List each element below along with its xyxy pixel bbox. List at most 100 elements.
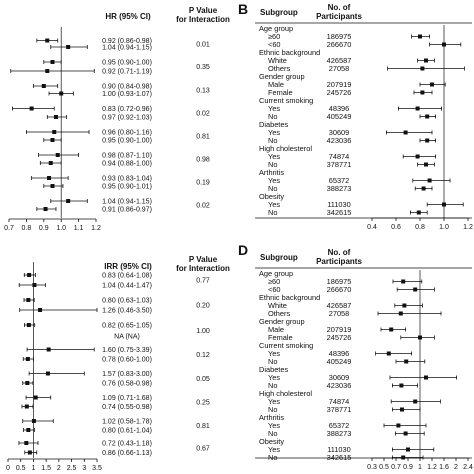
participants-column-header: No. of: [328, 3, 351, 12]
point-estimate: [396, 423, 401, 428]
subgroup-name: Diabetes: [259, 365, 288, 374]
panel-letter: B: [238, 1, 248, 17]
subgroup-name: Current smoking: [259, 96, 313, 105]
point-estimate: [425, 138, 430, 143]
x-tick-label: 2: [57, 465, 61, 472]
point-estimate: [52, 130, 57, 134]
point-estimate: [53, 115, 58, 119]
point-estimate: [418, 34, 422, 39]
point-estimate: [415, 106, 420, 111]
subgroup-level: No: [268, 112, 277, 121]
x-tick-label: 0.9: [403, 464, 413, 471]
point-estimate: [45, 371, 50, 376]
participants-count: 48396: [329, 349, 350, 358]
pvalue-column-header: P Value: [189, 6, 218, 15]
pvalue-label: 0.02: [196, 110, 210, 117]
pvalue-column-header: for Interaction: [176, 15, 230, 24]
subgroup-level: No: [268, 160, 277, 169]
effect-estimate-label: 0.98 (0.87-1.10): [102, 153, 152, 160]
x-tick-label: 0.8: [415, 224, 425, 231]
point-estimate: [66, 199, 71, 203]
x-tick-label: 3.5: [92, 465, 102, 472]
participants-column-header: Participants: [316, 12, 362, 21]
effect-estimate-label: 0.72 (0.43-1.18): [102, 441, 152, 448]
pvalue-label: 0.81: [196, 423, 210, 430]
subgroup-column-header: Subgroup: [260, 253, 298, 262]
participants-count: 245726: [327, 333, 352, 342]
x-tick-label: 1.1: [74, 225, 84, 232]
x-tick-label: 1.5: [41, 465, 51, 472]
effect-estimate-label: 1.26 (0.46-3.50): [102, 308, 152, 315]
participants-count: 30609: [329, 373, 350, 382]
participants-count: 388273: [327, 184, 352, 193]
point-estimate: [25, 357, 30, 361]
point-estimate: [424, 375, 428, 380]
participants-count: 74874: [329, 152, 350, 161]
point-estimate: [26, 428, 31, 432]
subgroup-level: No: [268, 208, 277, 217]
x-tick-label: 1.2: [91, 225, 101, 232]
pvalue-label: 0.20: [196, 303, 210, 310]
point-estimate: [27, 450, 32, 455]
effect-estimate-label: 1.04 (0.94-1.15): [102, 45, 152, 52]
x-tick-label: 0.6: [391, 224, 401, 231]
pvalue-label: 0.77: [196, 278, 210, 285]
effect-estimate-label: 0.93 (0.83-1.04): [102, 176, 152, 183]
effect-estimate-label: 0.95 (0.90-1.00): [102, 60, 152, 67]
participants-count: 423036: [327, 136, 352, 145]
subgroup-level: Yes: [268, 176, 280, 185]
point-estimate: [401, 279, 406, 284]
subgroup-level: Yes: [268, 373, 280, 382]
point-estimate: [25, 381, 30, 385]
subgroup-level: Yes: [268, 445, 280, 454]
participants-count: 405249: [327, 112, 352, 121]
effect-estimate-label: 0.83 (0.72-0.96): [102, 106, 152, 113]
x-tick-label: 0.3: [367, 464, 377, 471]
participants-column-header: Participants: [316, 257, 362, 266]
point-estimate: [26, 323, 31, 327]
point-estimate: [401, 455, 406, 460]
x-tick-label: 1.2: [463, 224, 473, 231]
x-tick-label: 0.9: [39, 225, 49, 232]
pvalue-label: 0.67: [196, 445, 210, 452]
effect-estimate-label: 1.04 (0.94-1.15): [102, 199, 152, 206]
point-estimate: [38, 308, 43, 312]
participants-count: 74874: [329, 397, 350, 406]
point-estimate: [31, 419, 36, 423]
x-tick-label: 0.5: [16, 465, 26, 472]
point-estimate: [399, 383, 404, 388]
participants-count: 266670: [327, 40, 352, 49]
point-estimate: [50, 60, 55, 64]
subgroup-level: Yes: [268, 200, 280, 209]
point-estimate: [43, 207, 48, 211]
effect-estimate-label: 0.97 (0.92-1.03): [102, 115, 152, 122]
point-estimate: [415, 154, 420, 159]
point-estimate: [442, 202, 446, 207]
subgroup-name: High cholesterol: [259, 389, 312, 398]
subgroup-name: Ethnic background: [259, 48, 320, 57]
effect-estimate-label: 0.92 (0.71-1.19): [102, 69, 152, 76]
point-estimate: [389, 327, 394, 332]
pvalue-label: 0.05: [196, 376, 210, 383]
effect-estimate-label: 0.83 (0.64-1.08): [102, 273, 152, 280]
pvalue-label: 0.35: [196, 64, 210, 71]
participants-count: 207919: [327, 325, 352, 334]
subgroup-name: Obesity: [259, 437, 284, 446]
effect-estimate-label: 1.02 (0.58-1.78): [102, 419, 152, 426]
effect-estimate-label: 0.78 (0.60-1.00): [102, 357, 152, 364]
subgroup-level: Others: [268, 64, 290, 73]
subgroup-name: Arthritis: [259, 168, 284, 177]
panel-letter: D: [238, 242, 248, 258]
x-tick-label: 1.0: [439, 224, 449, 231]
point-estimate: [403, 130, 408, 135]
pvalue-column-header: P Value: [189, 255, 218, 264]
subgroup-level: Yes: [268, 104, 280, 113]
subgroup-level: Yes: [268, 349, 280, 358]
x-tick-label: 1: [418, 464, 422, 471]
effect-estimate-label: 0.80 (0.61-1.04): [102, 428, 152, 435]
effect-estimate-label: 1.57 (0.83-3.00): [102, 371, 152, 378]
subgroup-name: Ethnic background: [259, 293, 320, 302]
